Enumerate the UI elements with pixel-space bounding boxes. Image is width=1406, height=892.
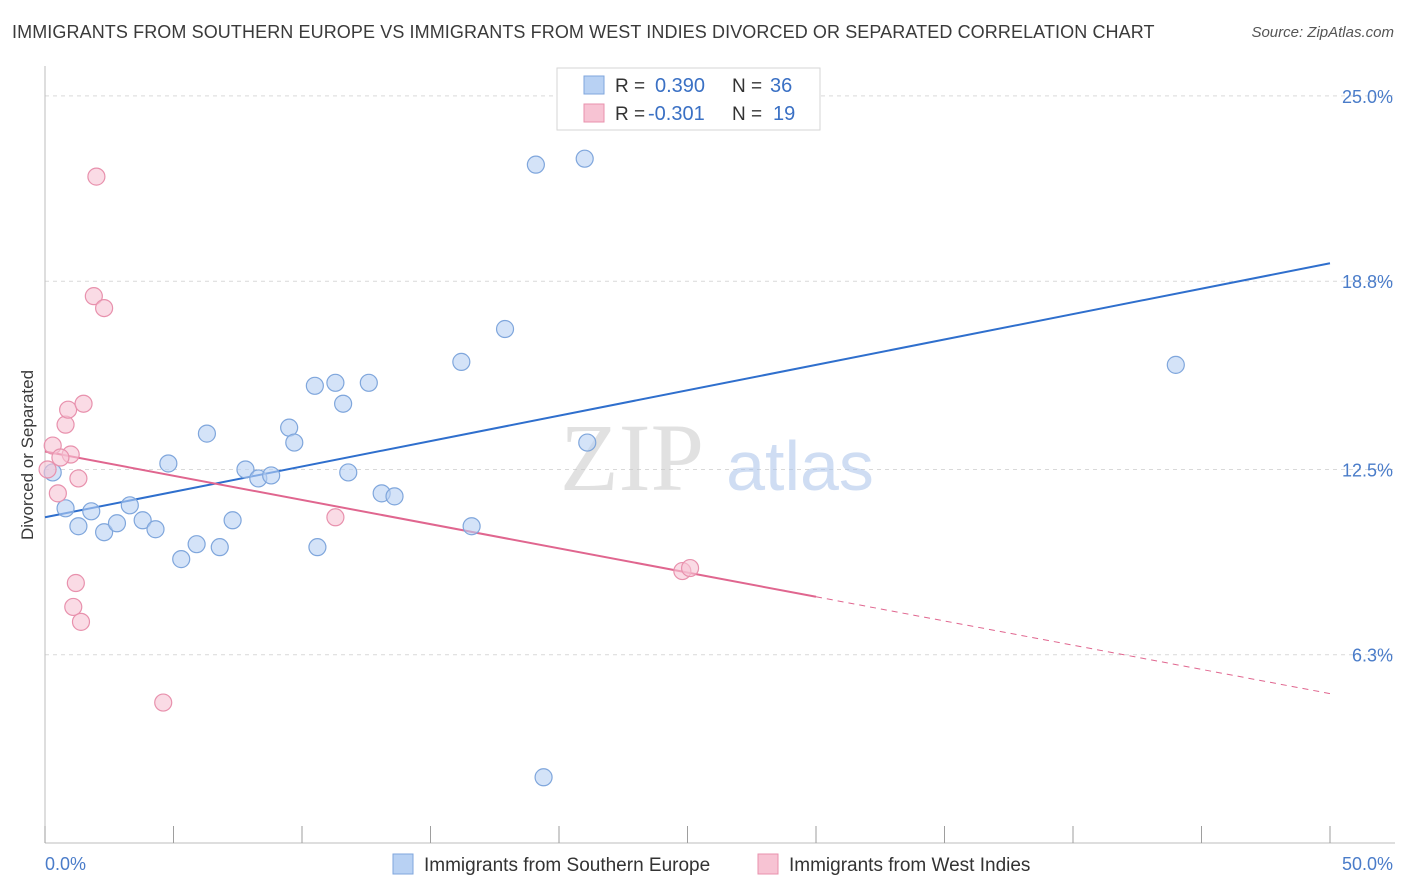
point-blue-34 — [1166, 355, 1185, 374]
legend-pink-r-label: R = — [615, 104, 645, 125]
point-blue-19 — [285, 433, 304, 452]
grid-lines — [45, 95, 1395, 656]
legend-blue-r-value: 0.390 — [655, 75, 705, 97]
point-pink-10 — [74, 394, 93, 413]
point-pink-4 — [59, 400, 78, 419]
legend-blue-n-label: N = — [732, 76, 762, 97]
point-blue-1 — [56, 499, 75, 518]
point-pink-13 — [95, 298, 114, 318]
y-tick-label-2: 18.8% — [1342, 272, 1393, 292]
legend-pink-n-label: N = — [732, 104, 762, 125]
point-blue-28 — [452, 352, 471, 371]
stats-legend: R = 0.390 N = 36 R = -0.301 N = 19 — [556, 67, 821, 131]
point-blue-7 — [133, 511, 152, 530]
series-legend-blue-swatch — [392, 853, 414, 875]
point-pink-14 — [154, 693, 173, 712]
point-blue-15 — [236, 460, 255, 479]
legend-blue-n-value: 36 — [770, 75, 792, 97]
point-pink-6 — [64, 597, 83, 617]
point-blue-13 — [210, 538, 229, 557]
point-blue-4 — [95, 523, 114, 542]
point-blue-8 — [146, 520, 165, 539]
point-pink-18 — [51, 448, 70, 467]
legend-pink-r-value: -0.301 — [648, 103, 705, 125]
trend-line-pink-extension — [815, 596, 1331, 695]
point-pink-8 — [69, 469, 88, 488]
watermark-atlas: atlas — [726, 427, 874, 505]
point-blue-22 — [326, 373, 345, 392]
point-pink-12 — [87, 167, 106, 186]
y-tick-label-3: 25.0% — [1342, 87, 1393, 107]
point-blue-17 — [262, 466, 281, 485]
point-blue-14 — [223, 511, 242, 530]
legend-blue-r-label: R = — [615, 76, 645, 97]
point-blue-5 — [107, 514, 127, 533]
y-axis-label: Divorced or Separated — [18, 370, 37, 540]
point-blue-30 — [495, 319, 515, 339]
y-tick-label-1: 12.5% — [1342, 460, 1393, 480]
legend-blue-swatch — [583, 75, 605, 95]
point-blue-31 — [526, 155, 545, 174]
point-pink-2 — [48, 484, 67, 503]
point-blue-35 — [534, 768, 553, 787]
series-legend-blue-label: Immigrants from Southern Europe — [424, 855, 710, 876]
chart-title: IMMIGRANTS FROM SOUTHERN EUROPE VS IMMIG… — [12, 22, 1155, 42]
axes — [44, 66, 1395, 844]
point-blue-21 — [308, 538, 327, 557]
chart-source: Source: ZipAtlas.com — [1251, 24, 1394, 41]
point-pink-17 — [680, 558, 700, 578]
point-blue-11 — [187, 535, 206, 554]
x-tick-label-right: 50.0% — [1342, 854, 1393, 874]
series-legend-pink-swatch — [757, 853, 779, 875]
point-pink-15 — [326, 508, 345, 527]
point-pink-0 — [38, 460, 57, 479]
y-tick-label-0: 6.3% — [1352, 646, 1393, 666]
point-blue-27 — [385, 487, 404, 506]
point-blue-29 — [462, 517, 481, 536]
point-blue-2 — [69, 517, 88, 536]
point-blue-33 — [578, 433, 597, 452]
point-blue-25 — [359, 373, 378, 392]
point-blue-24 — [334, 394, 353, 413]
point-blue-3 — [82, 502, 101, 521]
series-legend-pink-label: Immigrants from West Indies — [789, 855, 1030, 876]
series-legend: Immigrants from Southern Europe Immigran… — [392, 853, 1030, 876]
legend-pink-n-value: 19 — [773, 103, 795, 125]
point-blue-12 — [197, 424, 217, 443]
legend-pink-swatch — [583, 103, 605, 123]
point-pink-3 — [56, 415, 75, 434]
point-pink-7 — [66, 573, 85, 593]
data-points — [38, 149, 1185, 787]
x-tick-label-left: 0.0% — [45, 854, 86, 874]
point-blue-6 — [120, 496, 139, 515]
point-blue-9 — [159, 454, 178, 473]
point-blue-20 — [305, 376, 324, 395]
tick-labels: 6.3% 12.5% 18.8% 25.0% 0.0% 50.0% — [45, 87, 1393, 874]
point-pink-9 — [71, 612, 91, 631]
point-blue-23 — [339, 463, 358, 482]
point-pink-11 — [84, 287, 103, 306]
point-blue-32 — [575, 149, 594, 168]
watermark-zip: ZIP — [560, 404, 704, 511]
point-blue-10 — [172, 550, 191, 569]
